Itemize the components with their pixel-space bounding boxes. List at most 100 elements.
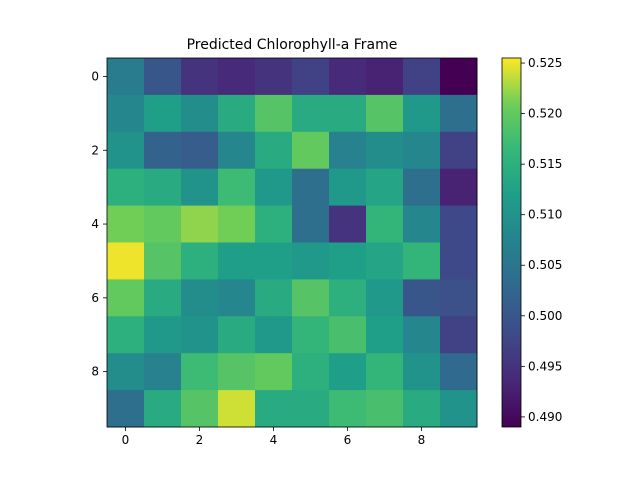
heatmap-cell-r0-c6 [329, 58, 367, 96]
heatmap-cell-r7-c7 [366, 316, 404, 354]
heatmap-cell-r7-c5 [292, 316, 330, 354]
heatmap-cell-r9-c4 [255, 390, 293, 428]
x-tick-label: 0 [122, 433, 130, 447]
heatmap-cell-r9-c6 [329, 390, 367, 428]
heatmap-cell-r8-c6 [329, 353, 367, 391]
heatmap-cell-r0-c4 [255, 58, 293, 96]
heatmap-cell-r4-c8 [403, 205, 441, 243]
heatmap-cell-r8-c4 [255, 353, 293, 391]
heatmap-cell-r3-c7 [366, 168, 404, 207]
colorbar-tick-label: 0.500 [528, 309, 562, 323]
heatmap-cell-r4-c4 [255, 205, 293, 243]
heatmap-cell-r3-c4 [255, 168, 293, 207]
heatmap-cell-r1-c9 [440, 94, 478, 133]
heatmap-cell-r7-c2 [181, 316, 219, 354]
heatmap-cell-r7-c3 [218, 316, 256, 354]
colorbar-tick-label: 0.515 [528, 157, 562, 171]
colorbar-frame [501, 57, 522, 428]
heatmap-cell-r5-c3 [218, 242, 256, 280]
heatmap-cell-r6-c1 [144, 279, 182, 317]
heatmap-cell-r7-c4 [255, 316, 293, 354]
heatmap-cell-r5-c5 [292, 242, 330, 280]
heatmap-cell-r2-c7 [366, 131, 404, 170]
heatmap-cell-r9-c1 [144, 390, 182, 428]
heatmap-cell-r8-c0 [107, 353, 145, 391]
colorbar: 0.490 0.495 0.500 0.505 0.510 0.515 0.520 0.525 [501, 56, 562, 428]
x-tick-label: 8 [418, 433, 426, 447]
heatmap-cell-r4-c9 [440, 205, 478, 243]
heatmap-cell-r5-c7 [366, 242, 404, 280]
y-tick-label: 8 [91, 365, 99, 379]
heatmap-cell-r7-c0 [107, 316, 145, 354]
heatmap-cell-r6-c3 [218, 279, 256, 317]
x-tick-label: 2 [196, 433, 204, 447]
colorbar-tick-label: 0.505 [528, 258, 562, 272]
heatmap-cell-r6-c6 [329, 279, 367, 317]
colorbar-tick-label: 0.525 [528, 56, 562, 70]
heatmap-cell-r3-c2 [181, 168, 219, 207]
heatmap-cell-r2-c4 [255, 131, 293, 170]
heatmap-cell-r2-c6 [329, 131, 367, 170]
heatmap-cell-r1-c5 [292, 94, 330, 133]
heatmap-cell-r0-c8 [403, 58, 441, 96]
heatmap-cell-r0-c2 [181, 58, 219, 96]
heatmap-cell-r0-c1 [144, 58, 182, 96]
heatmap-cell-r2-c0 [107, 131, 145, 170]
heatmap-cell-r9-c7 [366, 390, 404, 428]
chart-title: Predicted Chlorophyll-a Frame [187, 37, 398, 53]
heatmap-cell-r6-c8 [403, 279, 441, 317]
heatmap-cell-r6-c9 [440, 279, 478, 317]
heatmap-cell-r8-c8 [403, 353, 441, 391]
heatmap-cell-r7-c6 [329, 316, 367, 354]
heatmap-cell-r4-c3 [218, 205, 256, 243]
heatmap-cell-r1-c1 [144, 94, 182, 133]
y-tick-label: 6 [91, 291, 99, 305]
heatmap-cell-r5-c4 [255, 242, 293, 280]
y-tick-label: 4 [91, 217, 99, 231]
heatmap-cell-r9-c3 [218, 390, 256, 428]
heatmap-cell-r0-c5 [292, 58, 330, 96]
heatmap-cell-r7-c8 [403, 316, 441, 354]
heatmap-cell-r3-c6 [329, 168, 367, 207]
heatmap-cell-r8-c9 [440, 353, 478, 391]
y-tick-label: 0 [91, 69, 99, 83]
heatmap-cell-r3-c0 [107, 168, 145, 207]
heatmap-cell-r6-c0 [107, 279, 145, 317]
heatmap-cell-r9-c8 [403, 390, 441, 428]
heatmap-cell-r4-c1 [144, 205, 182, 243]
heatmap-cell-r4-c0 [107, 205, 145, 243]
heatmap-cell-r8-c2 [181, 353, 219, 391]
heatmap-cell-r3-c5 [292, 168, 330, 207]
heatmap-cell-r1-c3 [218, 94, 256, 133]
heatmap-axes: 0 2 4 6 8 0 2 4 6 8 [91, 57, 478, 447]
heatmap-cell-r4-c2 [181, 205, 219, 243]
heatmap-cell-r7-c1 [144, 316, 182, 354]
heatmap-cell-r0-c7 [366, 58, 404, 96]
heatmap-cell-r0-c3 [218, 58, 256, 96]
heatmap-cell-r9-c9 [440, 390, 478, 428]
heatmap-cell-r2-c2 [181, 131, 219, 170]
heatmap-cell-r1-c0 [107, 94, 145, 133]
heatmap-cell-r6-c2 [181, 279, 219, 317]
heatmap-cell-r3-c8 [403, 168, 441, 207]
x-tick-label: 6 [344, 433, 352, 447]
heatmap-cell-r2-c8 [403, 131, 441, 170]
heatmap-cell-r5-c9 [440, 242, 478, 280]
heatmap-cell-r2-c5 [292, 131, 330, 170]
heatmap-cell-r4-c5 [292, 205, 330, 243]
heatmap-cell-r8-c5 [292, 353, 330, 391]
heatmap-cell-r9-c5 [292, 390, 330, 428]
colorbar-tick-label: 0.510 [528, 208, 562, 222]
heatmap-cell-r6-c5 [292, 279, 330, 317]
heatmap-cell-r1-c7 [366, 94, 404, 133]
heatmap-cell-r1-c8 [403, 94, 441, 133]
heatmap-cell-r3-c1 [144, 168, 182, 207]
heatmap-cell-r2-c1 [144, 131, 182, 170]
heatmap-cell-r4-c7 [366, 205, 404, 243]
heatmap-cell-r6-c4 [255, 279, 293, 317]
x-tick-label: 4 [270, 433, 278, 447]
colorbar-tick-label: 0.520 [528, 107, 562, 121]
heatmap-cell-r8-c7 [366, 353, 404, 391]
heatmap-cell-r5-c1 [144, 242, 182, 280]
